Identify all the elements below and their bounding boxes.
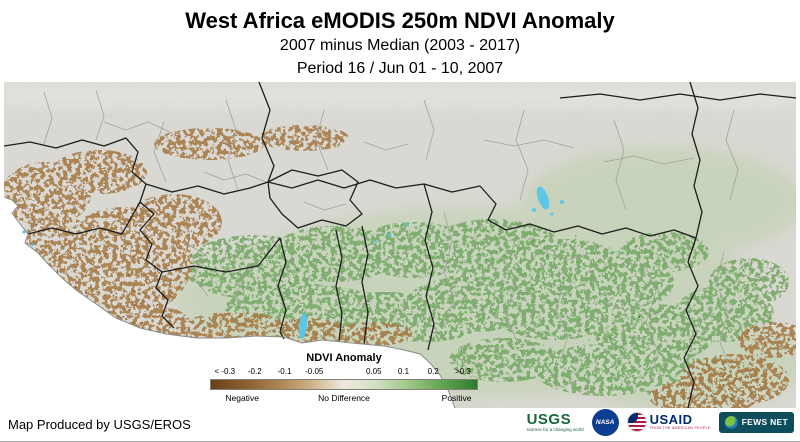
usaid-flag-icon (626, 412, 647, 432)
usgs-logo: USGS science for a changing world (527, 412, 584, 433)
map-canvas (4, 82, 796, 408)
legend-tick: 0.05 (365, 367, 382, 376)
header: West Africa eMODIS 250m NDVI Anomaly 200… (0, 0, 800, 80)
usgs-logo-tagline: science for a changing world (526, 426, 584, 432)
legend-label-positive: Positive (441, 393, 472, 403)
positive-anomaly-dense (271, 230, 689, 354)
water-bodies (22, 186, 564, 339)
map-area (4, 82, 796, 408)
legend-tick: -0.05 (305, 367, 324, 376)
negative-anomaly-dense (22, 196, 776, 402)
legend-label-no-difference: No Difference (318, 393, 370, 403)
fewsnet-logo-text: FEWS NET (741, 417, 788, 427)
legend-tick: 0.1 (397, 367, 410, 376)
legend-gradient-bar (210, 379, 478, 390)
ocean-shape (4, 197, 455, 408)
logo-row: USGS science for a changing world NASA U… (527, 407, 794, 437)
fewsnet-globe-icon (724, 415, 738, 429)
coastline (4, 196, 456, 408)
map-subtitle-difference: 2007 minus Median (2003 - 2017) (279, 37, 521, 54)
admin-borders (43, 89, 739, 383)
legend: NDVI Anomaly < -0.3 -0.2 -0.1 -0.05 0.05… (210, 352, 478, 405)
legend-tick: >0.3 (455, 367, 471, 376)
legend-title: NDVI Anomaly (306, 352, 382, 364)
legend-tick: -0.1 (277, 367, 292, 376)
legend-label-negative: Negative (225, 393, 259, 403)
map-subtitle-period: Period 16 / Jun 01 - 10, 2007 (296, 60, 504, 77)
usaid-logo: USAID FROM THE AMERICAN PEOPLE (626, 412, 711, 432)
usgs-logo-text: USGS (526, 410, 572, 428)
legend-tick: < -0.3 (214, 367, 236, 376)
legend-tick: -0.2 (247, 367, 262, 376)
fewsnet-logo: FEWS NET (718, 411, 794, 433)
map-credit: Map Produced by USGS/EROS (8, 417, 191, 432)
legend-tick-labels: < -0.3 -0.2 -0.1 -0.05 0.05 0.1 0.2 >0.3 (210, 367, 478, 378)
nasa-logo-icon: NASA (591, 408, 619, 436)
legend-tick: 0.2 (427, 367, 439, 376)
usaid-logo-tagline: FROM THE AMERICAN PEOPLE (649, 426, 711, 431)
usaid-logo-text: USAID (649, 412, 693, 428)
legend-category-labels: Negative No Difference Positive (210, 393, 478, 405)
nasa-logo-text: NASA (595, 418, 615, 426)
map-title: West Africa eMODIS 250m NDVI Anomaly (185, 8, 615, 33)
country-borders (4, 82, 796, 408)
